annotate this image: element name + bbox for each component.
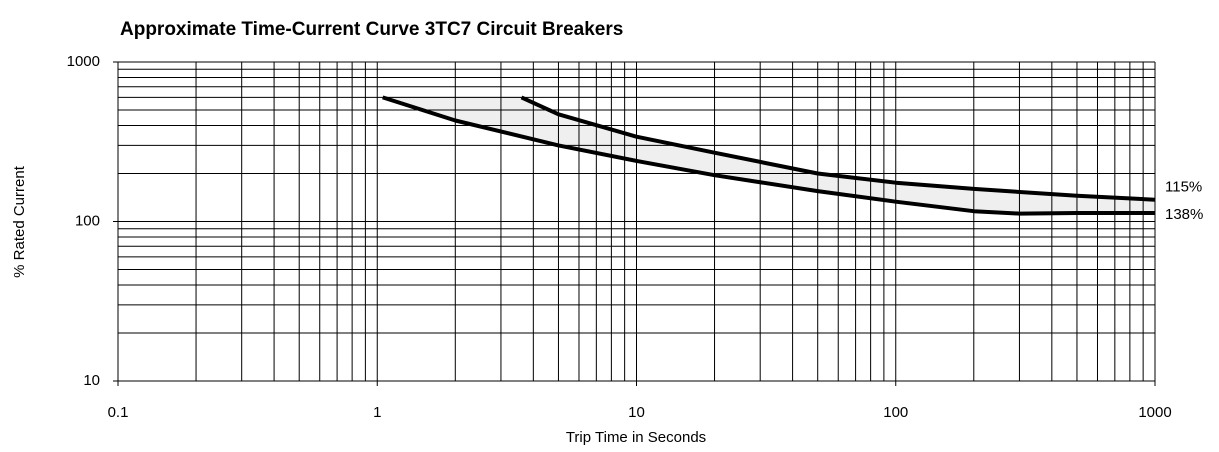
- x-tick-label: 100: [883, 404, 908, 421]
- curve: [520, 95, 1156, 202]
- x-tick-label: 10: [628, 404, 645, 421]
- y-tick-label: 1000: [67, 53, 100, 70]
- series-label: 115%: [1165, 179, 1202, 196]
- y-tick-label: 10: [83, 372, 100, 389]
- band: [382, 96, 1156, 215]
- y-axis-label: % Rated Current: [11, 165, 28, 278]
- x-tick-label: 1: [373, 404, 381, 421]
- curve: [382, 95, 1155, 216]
- x-tick-label: 0.1: [108, 404, 129, 421]
- x-axis-label: Trip Time in Seconds: [566, 429, 706, 446]
- y-tick-label: 100: [75, 212, 100, 229]
- chart-title: Approximate Time-Current Curve 3TC7 Circ…: [120, 19, 623, 40]
- x-tick-label: 1000: [1138, 404, 1171, 421]
- series-label: 138%: [1165, 206, 1203, 223]
